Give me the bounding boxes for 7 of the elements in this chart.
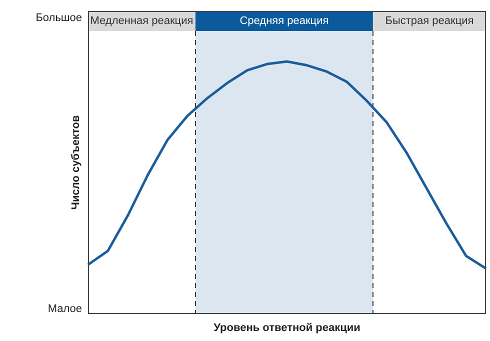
text: Большое xyxy=(36,12,82,24)
text: Медленная реакция xyxy=(90,15,194,28)
text: Средняя реакция xyxy=(240,15,329,28)
text: Малое xyxy=(48,303,82,316)
y-axis-title: Число субъектов xyxy=(70,115,82,210)
x-axis-title: Уровень ответной реакции xyxy=(214,322,360,334)
text: Быстрая реакция xyxy=(385,15,474,28)
